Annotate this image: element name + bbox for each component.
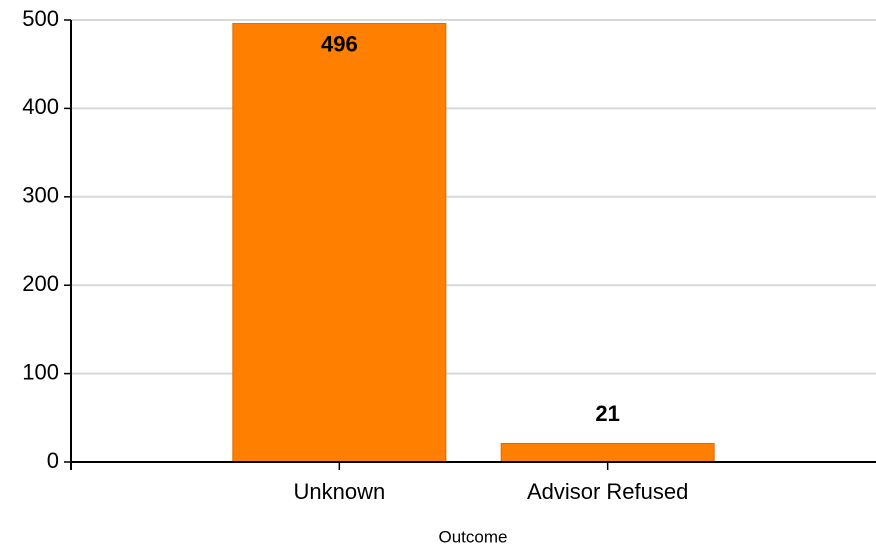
y-tick-label: 400 [22, 94, 59, 119]
x-tick-label: Advisor Refused [527, 479, 688, 504]
x-axis-title: Outcome [439, 527, 508, 546]
bar [500, 442, 715, 463]
y-tick-label: 100 [22, 359, 59, 384]
bar [232, 23, 447, 463]
y-tick-label: 300 [22, 183, 59, 208]
value-label: 496 [321, 31, 358, 56]
y-tick-label: 0 [47, 448, 59, 473]
value-label: 21 [595, 401, 619, 426]
y-tick-label: 200 [22, 271, 59, 296]
x-tick-label: Unknown [293, 479, 385, 504]
y-tick-label: 500 [22, 6, 59, 31]
